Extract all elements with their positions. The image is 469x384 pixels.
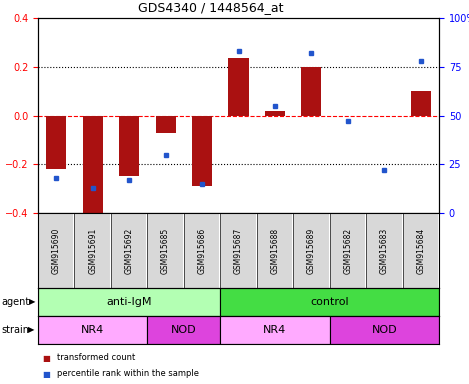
Text: GSM915688: GSM915688 (271, 227, 280, 273)
Text: GSM915683: GSM915683 (380, 227, 389, 274)
Text: strain: strain (1, 325, 29, 335)
Text: control: control (310, 297, 349, 307)
Bar (228, 58, 249, 116)
Text: GSM915690: GSM915690 (52, 227, 61, 274)
Bar (38, 316, 147, 344)
Text: GDS4340 / 1448564_at: GDS4340 / 1448564_at (138, 1, 284, 14)
Text: NR4: NR4 (263, 325, 287, 335)
Bar (220, 288, 439, 316)
Text: NR4: NR4 (81, 325, 104, 335)
Text: NOD: NOD (171, 325, 197, 335)
Bar (265, 111, 285, 116)
Text: ▶: ▶ (29, 298, 36, 306)
Bar (330, 316, 439, 344)
Text: GSM915687: GSM915687 (234, 227, 243, 274)
Text: GSM915685: GSM915685 (161, 227, 170, 274)
Text: percentile rank within the sample: percentile rank within the sample (57, 369, 199, 379)
Bar (192, 116, 212, 186)
Text: ■: ■ (43, 369, 51, 379)
Text: GSM915692: GSM915692 (125, 227, 134, 274)
Text: agent: agent (1, 297, 29, 307)
Bar (38, 288, 220, 316)
Text: ■: ■ (43, 354, 51, 362)
Text: transformed count: transformed count (57, 354, 135, 362)
Text: NOD: NOD (371, 325, 397, 335)
Text: GSM915689: GSM915689 (307, 227, 316, 274)
Bar (411, 91, 431, 116)
Text: GSM915686: GSM915686 (197, 227, 206, 274)
Bar (83, 116, 103, 218)
Bar (46, 116, 66, 169)
Text: ▶: ▶ (28, 326, 35, 334)
Text: GSM915682: GSM915682 (343, 227, 352, 273)
Bar (147, 316, 220, 344)
Bar (156, 116, 175, 132)
Bar (220, 316, 330, 344)
Bar (119, 116, 139, 176)
Bar (302, 67, 321, 116)
Text: anti-IgM: anti-IgM (106, 297, 152, 307)
Text: GSM915684: GSM915684 (416, 227, 425, 274)
Text: GSM915691: GSM915691 (88, 227, 97, 274)
